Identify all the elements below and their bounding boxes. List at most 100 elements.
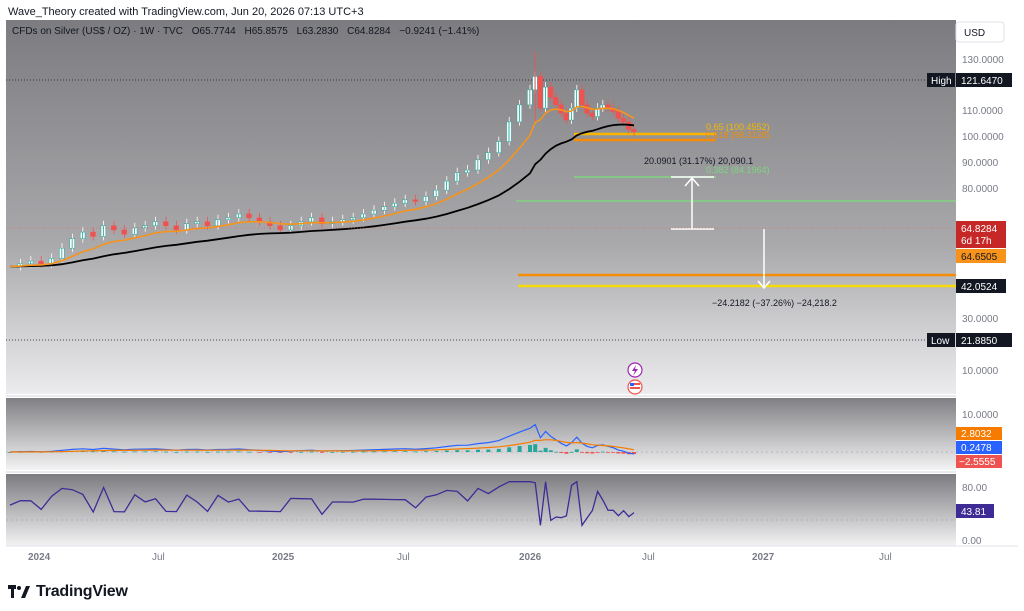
legend-text: CFDs on Silver (US$ / OZ) · 1W · TVC O65… — [12, 26, 479, 37]
svg-text:High: High — [931, 76, 952, 87]
candle-body — [69, 238, 73, 249]
us-flag-event-icon[interactable] — [627, 379, 643, 395]
candle-body — [308, 217, 312, 222]
tradingview-logo-icon — [8, 585, 30, 598]
svg-text:USD: USD — [964, 28, 985, 39]
candle-body — [620, 118, 624, 123]
candle-body — [163, 221, 166, 227]
svg-text:64.6505: 64.6505 — [961, 252, 998, 263]
time-axis[interactable]: 2024 Jul 2025 Jul 2026 Jul 2027 Jul — [28, 552, 892, 563]
candle-body — [537, 76, 541, 109]
macd-hist-bar — [174, 451, 179, 453]
candle-body — [61, 247, 65, 259]
candle-body — [352, 217, 356, 220]
time-label: Jul — [397, 552, 410, 563]
candle-body — [321, 217, 325, 224]
macd-hist-bar — [621, 452, 626, 454]
candle-body — [207, 221, 211, 227]
candle-body — [545, 86, 549, 109]
price-tick: 10.0000 — [962, 366, 999, 377]
candle-body — [82, 231, 86, 239]
macd-hist-bar — [330, 451, 335, 453]
candle-body — [124, 229, 127, 235]
macd-hist-bar — [434, 450, 439, 452]
candle-body — [72, 238, 75, 249]
candle-body — [436, 189, 439, 197]
macd-hist-bar — [205, 451, 210, 453]
rsi-value-label: 43.81 — [956, 504, 994, 518]
candle-body — [246, 213, 250, 219]
ema50-line[interactable] — [9, 105, 635, 268]
chart-svg[interactable]: CFDs on Silver (US$ / OZ) · 1W · TVC O65… — [6, 20, 1018, 566]
macd-hist-bar — [465, 450, 470, 452]
macd-hist-bar — [299, 451, 304, 453]
macd-hist-bar — [392, 451, 397, 453]
macd-hist-bar — [309, 451, 314, 453]
time-label: Jul — [879, 552, 892, 563]
macd-hist-bar — [195, 451, 200, 453]
measure-up-tool[interactable] — [671, 176, 714, 230]
macd-hist-bar — [574, 449, 579, 452]
macd-line[interactable] — [9, 423, 635, 455]
candle-body — [425, 196, 429, 202]
candle-body — [633, 129, 637, 133]
macd-signal-line[interactable] — [10, 439, 635, 453]
footer-brand[interactable]: TradingView — [8, 580, 128, 604]
candle-body — [311, 217, 315, 222]
candle-body — [584, 104, 588, 114]
macd-hist-bar — [226, 451, 231, 453]
candle-body — [516, 104, 520, 123]
macd-hist-bar — [496, 448, 501, 452]
macd-panel-bg — [6, 398, 956, 470]
macd-hist-bar — [268, 452, 272, 453]
candle-body — [360, 213, 364, 219]
brand-name: TradingView — [36, 583, 128, 600]
macd-hist-bar — [548, 450, 553, 452]
candle-body — [40, 260, 44, 265]
candle-body — [488, 152, 491, 161]
measure-down-tool[interactable] — [757, 229, 771, 290]
candle-body — [498, 141, 502, 153]
currency-button[interactable]: USD — [955, 21, 1005, 43]
high-price-label: High 121.6470 — [927, 73, 1012, 87]
candle-body — [623, 118, 627, 123]
chart-frame[interactable]: CFDs on Silver (US$ / OZ) · 1W · TVC O65… — [6, 20, 1018, 566]
macd-hist-bar — [278, 452, 283, 453]
candle-body — [152, 221, 156, 227]
candle-body — [217, 219, 221, 227]
candle-body — [134, 227, 138, 235]
macd-hist-bar — [444, 450, 449, 452]
candle-body — [373, 210, 377, 215]
macd-hist-bar — [101, 450, 106, 452]
macd-hist-bar — [351, 451, 356, 453]
macd-hist-bar — [632, 452, 636, 455]
macd-hist-bar — [559, 452, 564, 453]
price-tick: 130.0000 — [962, 55, 1004, 66]
macd-hist-bar — [143, 451, 148, 453]
svg-text:Low: Low — [931, 336, 950, 347]
candle-body — [560, 104, 564, 114]
svg-text:2.8032: 2.8032 — [961, 429, 992, 440]
candle-body — [165, 221, 169, 227]
candle-body — [553, 96, 556, 106]
macd-hist-bar — [476, 449, 480, 452]
candle-body — [506, 121, 510, 142]
candle-body — [454, 172, 458, 182]
macd-hist-bar — [528, 445, 532, 452]
macd-hist-bar — [424, 451, 428, 453]
candle-body — [579, 89, 582, 106]
rsi-axis-tick: 80.00 — [962, 483, 987, 494]
macd-hist-bar — [153, 451, 158, 453]
macd-hist-bar — [184, 451, 189, 453]
candle-body — [183, 223, 187, 231]
candle-body — [443, 180, 447, 191]
lightning-event-icon[interactable] — [627, 362, 643, 378]
macd-hist-bar — [507, 447, 512, 452]
candle-body — [402, 199, 406, 204]
candle-body — [475, 159, 478, 171]
candle-body — [121, 229, 125, 235]
ema200-line[interactable] — [9, 123, 635, 268]
candle-body — [404, 199, 408, 204]
candle-body — [529, 89, 533, 106]
rsi-line[interactable] — [9, 480, 635, 528]
